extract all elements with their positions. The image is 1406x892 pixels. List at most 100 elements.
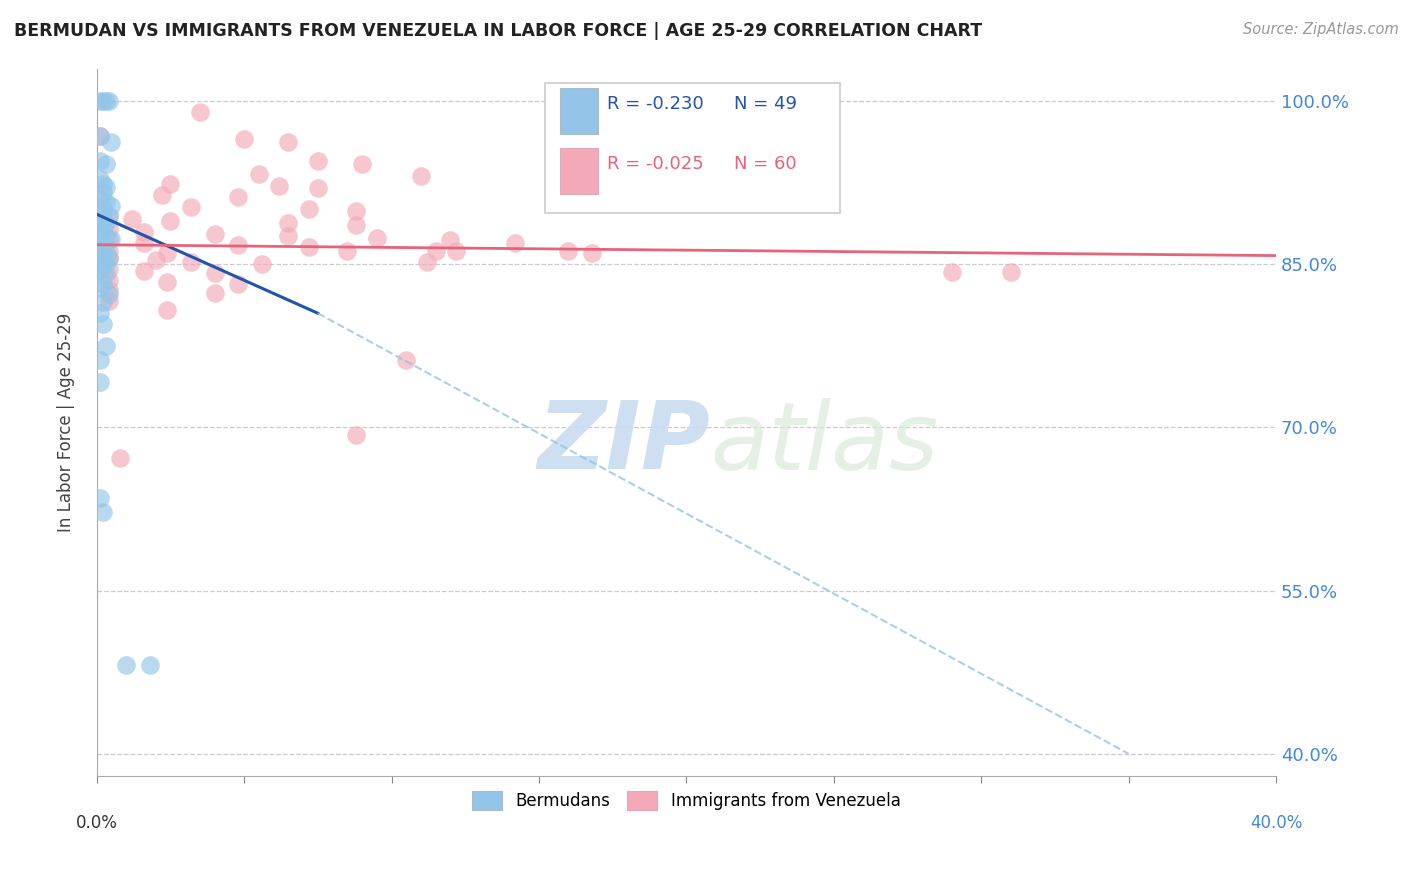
Point — [307, 153, 329, 168]
Point — [97, 272, 120, 286]
Point — [89, 94, 111, 108]
Point — [89, 306, 111, 320]
Point — [100, 232, 122, 246]
Point — [277, 229, 299, 244]
Point — [226, 190, 249, 204]
Point — [89, 491, 111, 505]
Point — [91, 235, 114, 250]
Legend: Bermudans, Immigrants from Venezuela: Bermudans, Immigrants from Venezuela — [465, 784, 907, 817]
Text: BERMUDAN VS IMMIGRANTS FROM VENEZUELA IN LABOR FORCE | AGE 25-29 CORRELATION CHA: BERMUDAN VS IMMIGRANTS FROM VENEZUELA IN… — [14, 22, 983, 40]
Y-axis label: In Labor Force | Age 25-29: In Labor Force | Age 25-29 — [58, 312, 75, 532]
Point — [298, 240, 321, 254]
Point — [277, 136, 299, 150]
Point — [446, 244, 468, 259]
Point — [97, 210, 120, 224]
Point — [439, 233, 461, 247]
FancyBboxPatch shape — [560, 88, 598, 134]
Text: 40.0%: 40.0% — [1250, 814, 1302, 832]
Point — [91, 186, 114, 200]
Point — [204, 285, 226, 300]
Point — [91, 177, 114, 191]
Point — [132, 235, 155, 250]
Point — [233, 132, 256, 146]
Point — [97, 294, 120, 309]
Point — [307, 181, 329, 195]
Point — [94, 242, 117, 256]
Point — [89, 281, 111, 295]
Text: atlas: atlas — [710, 398, 938, 489]
Point — [269, 179, 291, 194]
Point — [97, 244, 120, 259]
FancyBboxPatch shape — [560, 148, 598, 194]
Point — [159, 177, 181, 191]
Point — [97, 222, 120, 236]
Point — [543, 192, 565, 206]
Point — [89, 227, 111, 241]
Text: R = -0.025: R = -0.025 — [607, 155, 704, 173]
Text: R = -0.230: R = -0.230 — [607, 95, 704, 113]
Point — [336, 244, 359, 259]
Point — [226, 237, 249, 252]
Point — [89, 172, 111, 186]
Point — [94, 339, 117, 353]
Point — [1000, 265, 1022, 279]
Point — [91, 317, 114, 331]
Point — [97, 251, 120, 265]
Point — [505, 235, 527, 250]
Point — [89, 220, 111, 235]
Point — [89, 192, 111, 206]
Point — [97, 233, 120, 247]
Point — [159, 214, 181, 228]
Point — [91, 249, 114, 263]
Point — [94, 157, 117, 171]
Text: N = 60: N = 60 — [734, 155, 796, 173]
Point — [97, 286, 120, 301]
Point — [366, 231, 388, 245]
Point — [132, 225, 155, 239]
Point — [344, 428, 367, 442]
Point — [115, 657, 138, 672]
Point — [91, 222, 114, 236]
Point — [132, 264, 155, 278]
Point — [425, 244, 447, 259]
Point — [91, 505, 114, 519]
Text: 0.0%: 0.0% — [76, 814, 118, 832]
Text: N = 49: N = 49 — [734, 95, 797, 113]
Point — [89, 128, 111, 143]
Point — [97, 251, 120, 265]
Point — [89, 245, 111, 260]
Point — [94, 256, 117, 270]
Point — [250, 257, 273, 271]
Point — [91, 94, 114, 108]
Point — [557, 244, 579, 259]
Point — [156, 246, 179, 260]
Point — [94, 216, 117, 230]
Point — [89, 375, 111, 389]
Point — [180, 200, 202, 214]
Point — [91, 260, 114, 274]
Point — [121, 211, 143, 226]
Point — [344, 218, 367, 232]
FancyBboxPatch shape — [544, 83, 839, 213]
Point — [139, 657, 162, 672]
Point — [94, 267, 117, 281]
Point — [91, 295, 114, 310]
Point — [350, 157, 373, 171]
Point — [89, 353, 111, 368]
Point — [97, 210, 120, 224]
Point — [395, 353, 418, 368]
Point — [97, 284, 120, 298]
Point — [344, 204, 367, 219]
Point — [89, 239, 111, 253]
Point — [188, 105, 211, 120]
Point — [91, 277, 114, 291]
Point — [204, 227, 226, 241]
Point — [94, 180, 117, 194]
Point — [100, 198, 122, 212]
Point — [180, 255, 202, 269]
Point — [97, 261, 120, 276]
Point — [100, 136, 122, 150]
Point — [91, 202, 114, 216]
Point — [89, 254, 111, 268]
Point — [94, 229, 117, 244]
